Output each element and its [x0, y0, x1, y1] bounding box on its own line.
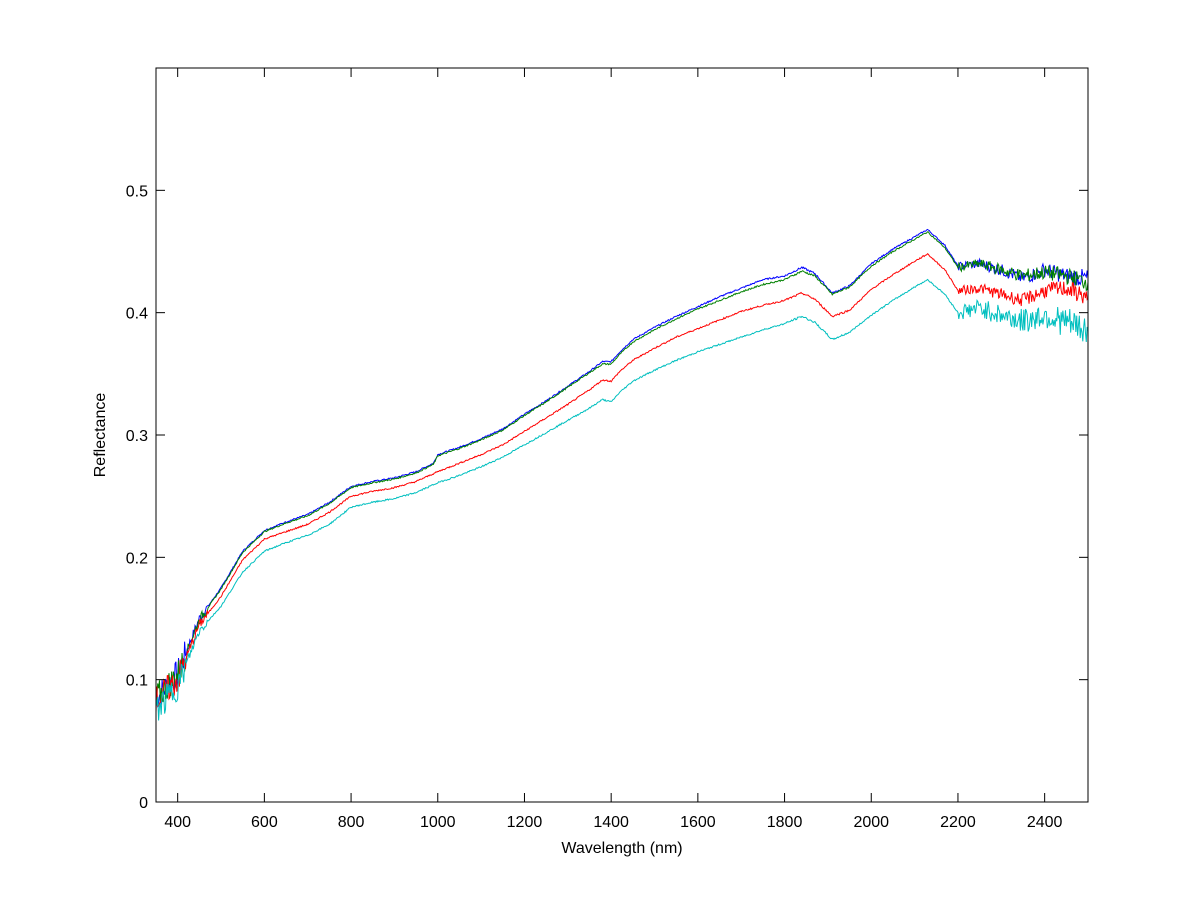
series-line-2: [155, 231, 1089, 703]
x-tick-label: 800: [338, 814, 365, 831]
y-tick-label: 0.2: [126, 550, 148, 567]
x-tick-label: 2200: [940, 814, 976, 831]
y-tick-label: 0: [139, 795, 148, 812]
y-tick-label: 0.5: [126, 183, 148, 200]
y-tick-label: 0.3: [126, 428, 148, 445]
y-axis-label: Reflectance: [92, 393, 109, 478]
series-line-3: [155, 253, 1089, 713]
x-tick-label: 400: [164, 814, 191, 831]
plot-area-frame: [155, 67, 1089, 803]
x-tick-label: 1600: [680, 814, 716, 831]
x-tick-label: 2000: [853, 814, 889, 831]
x-tick-label: 1400: [593, 814, 629, 831]
tick-layer: 400 600 800 1000 1200 1400 1600 1800 2000 2200 240…: [126, 68, 1088, 831]
series-line-4: [155, 278, 1089, 721]
x-tick-label: 1200: [507, 814, 543, 831]
y-tick-label: 0.4: [126, 306, 148, 323]
x-axis-label: Wavelength (nm): [561, 840, 682, 857]
x-tick-label: 1000: [420, 814, 456, 831]
x-tick-label: 1800: [767, 814, 803, 831]
x-tick-label: 2400: [1027, 814, 1063, 831]
x-tick-label: 600: [251, 814, 278, 831]
series-line-1: [155, 228, 1089, 708]
y-tick-label: 0.1: [126, 673, 148, 690]
series-layer: [155, 228, 1089, 721]
